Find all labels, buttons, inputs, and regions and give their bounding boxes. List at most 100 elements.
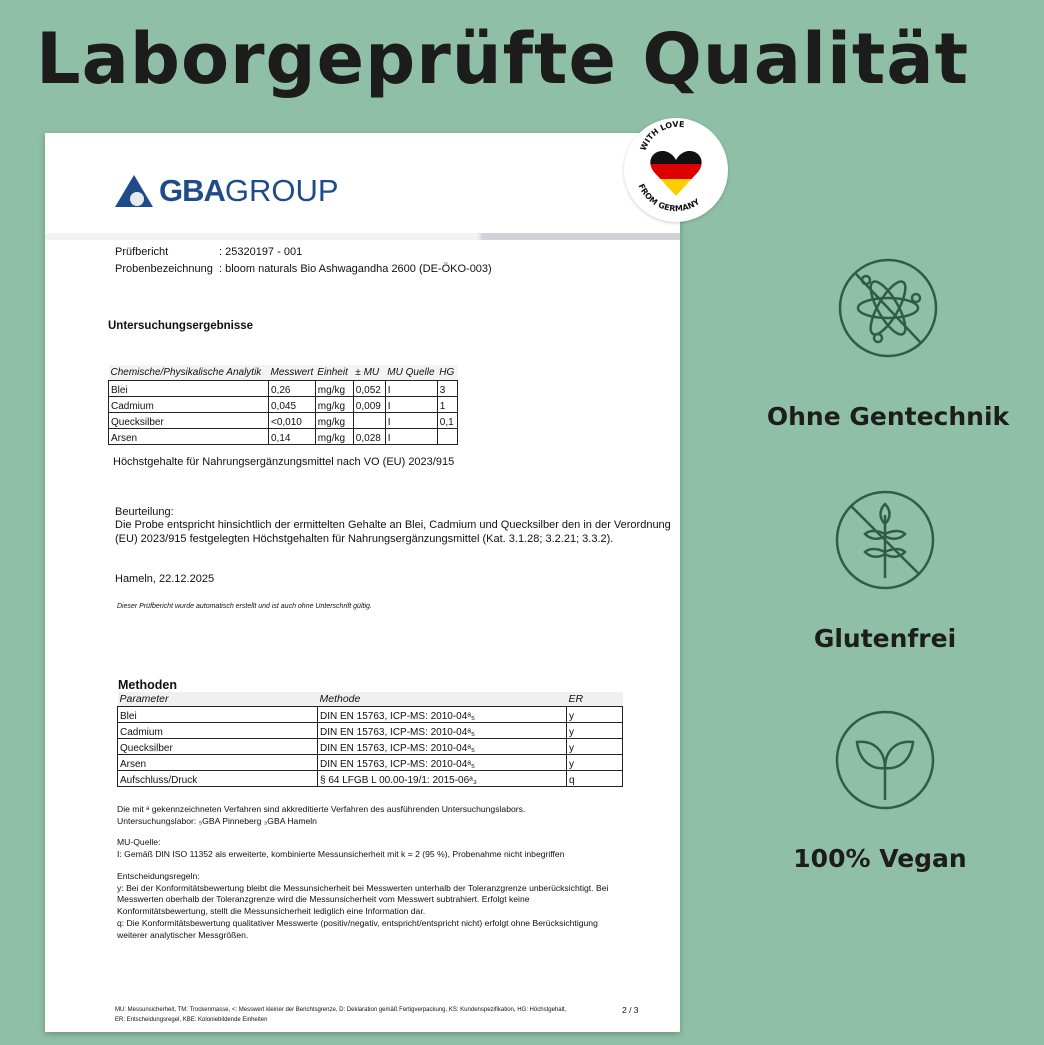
cell: I (384, 428, 438, 445)
col-header: ER (566, 692, 623, 707)
cell: 0,26 (268, 380, 316, 397)
cell: mg/kg (314, 380, 354, 397)
cell: Cadmium (117, 722, 318, 739)
col-header: Messwert (268, 365, 316, 381)
lab-report-page: GBA GROUP Prüfbericht : 25320197 - 001 Pr… (45, 133, 680, 1032)
results-table: Chemische/Physikalische Analytik Messwer… (108, 365, 459, 445)
table-row: Arsen 0,14 mg/kg 0,028 I (108, 428, 459, 445)
cell: 3 (436, 380, 459, 397)
cell (436, 428, 459, 445)
cell: Blei (108, 380, 269, 397)
cell: § 64 LFGB L 00.00-19/1: 2015-06ᵃ₃ (317, 770, 567, 787)
text-line: Die mit ᵃ gekennzeichneten Verfahren sin… (117, 804, 526, 814)
cell: 0,028 (352, 428, 386, 445)
assessment-line: (EU) 2023/915 festgelegten Höchstgehalte… (115, 533, 614, 545)
accreditation-note: Die mit ᵃ gekennzeichneten Verfahren sin… (117, 804, 525, 827)
footer-abbreviations: MU: Messunsicherheit, TM: Trockenmasse, … (115, 1005, 566, 1025)
table-row: Arsen DIN EN 15763, ICP-MS: 2010-04ᵃ₅ y (117, 754, 623, 771)
cell: DIN EN 15763, ICP-MS: 2010-04ᵃ₅ (317, 722, 567, 739)
assessment-label: Beurteilung: (115, 506, 174, 518)
cell: Arsen (117, 754, 318, 771)
meta-label-sample: Probenbezeichnung (115, 263, 213, 275)
cell: q (566, 770, 623, 787)
decision-rules: Entscheidungsregeln: y: Bei der Konformi… (117, 871, 608, 941)
no-gmo-atom-icon (838, 258, 938, 358)
meta-value-sample: : bloom naturals Bio Ashwagandha 2600 (D… (219, 263, 492, 275)
cell: mg/kg (314, 428, 354, 445)
assessment-line: Die Probe entspricht hinsichtlich der er… (115, 519, 671, 531)
cell: Quecksilber (108, 412, 269, 429)
logo-text: GROUP (224, 173, 339, 208)
cell: 0,045 (268, 396, 316, 413)
cell (352, 412, 386, 429)
cell: <0,010 (268, 412, 316, 429)
results-title: Untersuchungsergebnisse (108, 320, 254, 332)
text-line: Konformitätsbewertung, stellt die Messun… (117, 906, 426, 917)
col-header: Parameter (117, 692, 318, 707)
cell: mg/kg (314, 412, 354, 429)
german-heart-icon: WITH LOVE FROM GERMANY (637, 120, 702, 213)
page-number: 2 / 3 (622, 1005, 639, 1015)
cell: I (384, 412, 438, 429)
methods-header-row: Parameter Methode ER (117, 692, 623, 707)
methods-table: Parameter Methode ER Blei DIN EN 15763, I… (117, 692, 623, 787)
table-row: Blei 0,26 mg/kg 0,052 I 3 (108, 380, 459, 397)
text-line: q: Die Konformitätsbewertung qualitative… (117, 917, 598, 928)
leaf-sprout-icon (835, 710, 935, 810)
cell: mg/kg (314, 396, 354, 413)
gba-group-logo: GBA GROUP (115, 173, 339, 209)
table-row: Quecksilber <0,010 mg/kg I 0,1 (108, 412, 459, 429)
feature-label-vegan: 100% Vegan (793, 844, 967, 873)
badge-top-text: WITH LOVE (639, 120, 685, 152)
col-header: ± MU (353, 365, 386, 381)
headline: Laborgeprüfte Qualität (36, 18, 970, 100)
place-date: Hameln, 22.12.2025 (115, 573, 215, 585)
mu-label: MU-Quelle: (117, 837, 161, 847)
feature-label-gluten-free: Glutenfrei (813, 624, 957, 653)
table-row: Blei DIN EN 15763, ICP-MS: 2010-04ᵃ₅ y (117, 706, 623, 723)
cell: Aufschluss/Druck (117, 770, 318, 787)
table-row: Quecksilber DIN EN 15763, ICP-MS: 2010-04… (117, 738, 623, 755)
cell: y (566, 738, 623, 755)
cell: DIN EN 15763, ICP-MS: 2010-04ᵃ₅ (317, 706, 567, 723)
cell: DIN EN 15763, ICP-MS: 2010-04ᵃ₅ (317, 738, 567, 755)
meta-label-report: Prüfbericht (115, 246, 169, 258)
text-line: Messwerten oberhalb der Toleranzgrenze w… (117, 894, 530, 905)
table-row: Cadmium 0,045 mg/kg 0,009 I 1 (108, 396, 459, 413)
cell: 0,14 (268, 428, 316, 445)
rules-label: Entscheidungsregeln: (117, 871, 200, 881)
mu-text: I: Gemäß DIN ISO 11352 als erweiterte, k… (117, 848, 565, 859)
feature-label-no-gmo: Ohne Gentechnik (766, 402, 1010, 431)
text-line: weiterer analytischer Messgrößen. (117, 929, 249, 940)
mu-source: MU-Quelle: I: Gemäß DIN ISO 11352 als er… (117, 837, 564, 860)
auto-generated-note: Dieser Prüfbericht wurde automatisch ers… (117, 603, 372, 610)
gba-logo-mark-icon (115, 175, 153, 207)
col-header: Einheit (315, 365, 354, 381)
table-row: Aufschluss/Druck § 64 LFGB L 00.00-19/1: … (117, 770, 623, 787)
cell: 1 (436, 396, 459, 413)
cell: 0,1 (436, 412, 459, 429)
text-line: ER: Entscheidungsregel, KBE: Koloniebild… (115, 1017, 268, 1023)
results-note: Höchstgehalte für Nahrungsergänzungsmitt… (113, 456, 455, 468)
text-line: Untersuchungslabor: ₅GBA Pinneberg ₃GBA … (117, 815, 317, 826)
cell: Arsen (108, 428, 269, 445)
cell: 0,052 (352, 380, 386, 397)
methods-title: Methoden (118, 678, 178, 692)
results-header-row: Chemische/Physikalische Analytik Messwer… (108, 365, 458, 381)
header-band (45, 233, 680, 240)
cell: 0,009 (352, 396, 386, 413)
col-header: HG (437, 365, 458, 381)
col-header: MU Quelle (385, 365, 438, 381)
cell: y (566, 722, 623, 739)
col-header: Methode (317, 692, 567, 707)
col-header: Chemische/Physikalische Analytik (108, 365, 269, 381)
text-line: y: Bei der Konformitätsbewertung bleibt … (117, 882, 609, 893)
no-wheat-icon (835, 490, 935, 590)
cell: DIN EN 15763, ICP-MS: 2010-04ᵃ₅ (317, 754, 567, 771)
cell: y (566, 754, 623, 771)
logo-text-bold: GBA (159, 173, 226, 208)
cell: y (566, 706, 623, 723)
text-line: MU: Messunsicherheit, TM: Trockenmasse, … (115, 1007, 567, 1013)
cell: I (384, 396, 438, 413)
cell: Cadmium (108, 396, 269, 413)
